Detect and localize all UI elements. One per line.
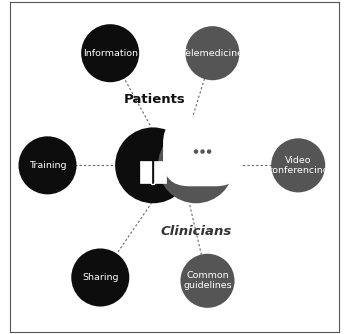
Circle shape <box>18 136 76 194</box>
Circle shape <box>158 127 234 203</box>
Circle shape <box>81 24 139 82</box>
Text: Video
conferencing: Video conferencing <box>267 156 329 175</box>
Circle shape <box>194 150 198 153</box>
Circle shape <box>71 248 129 307</box>
Text: Training: Training <box>29 161 66 170</box>
Text: Clinicians: Clinicians <box>160 225 232 238</box>
Circle shape <box>115 127 191 203</box>
Text: Patients: Patients <box>124 93 186 106</box>
Circle shape <box>185 26 239 80</box>
Circle shape <box>180 254 235 308</box>
Circle shape <box>201 150 204 153</box>
Circle shape <box>271 138 325 192</box>
FancyBboxPatch shape <box>163 117 242 186</box>
Polygon shape <box>194 160 204 165</box>
Text: Common
guidelines: Common guidelines <box>183 271 232 291</box>
FancyBboxPatch shape <box>154 161 166 183</box>
Circle shape <box>208 150 211 153</box>
Text: Sharing: Sharing <box>82 273 119 282</box>
Text: Telemedicine: Telemedicine <box>181 49 244 58</box>
FancyBboxPatch shape <box>140 161 152 183</box>
Text: Information: Information <box>83 49 138 58</box>
